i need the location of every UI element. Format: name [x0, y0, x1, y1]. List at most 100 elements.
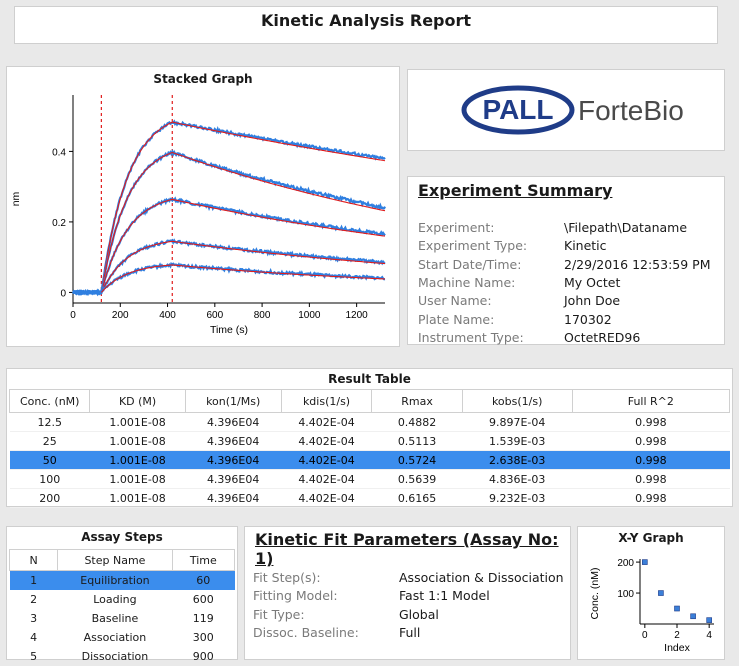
result-cell: 12.5	[9, 412, 90, 432]
assay-cell: 60	[172, 570, 235, 590]
xy-graph-title: X-Y Graph	[618, 531, 684, 545]
assay-steps-panel: Assay Steps N Step Name Time 1 Equilibratio…	[6, 526, 238, 663]
result-cell: 0.4882	[371, 412, 463, 432]
result-cell: 0.5724	[371, 450, 463, 470]
fit-curve	[100, 151, 386, 293]
summary-label: Instrument Type:	[418, 329, 524, 345]
assay-column-header[interactable]: N	[8, 549, 59, 571]
x-tick-label: 600	[206, 310, 223, 321]
result-column-header[interactable]: kdis(1/s)	[280, 389, 373, 413]
assay-cell: Loading	[93, 593, 137, 606]
y-axis-label: Conc. (nM)	[589, 568, 601, 620]
assay-row[interactable]: 2 Loading 600	[10, 590, 235, 609]
result-cell: 2.638E-03	[462, 450, 573, 470]
result-column-header[interactable]: Rmax	[371, 389, 463, 413]
experiment-summary-title: Experiment Summary	[418, 181, 613, 200]
result-cell: 100	[9, 469, 90, 489]
result-column-header[interactable]: kon(1/Ms)	[184, 389, 282, 413]
result-row[interactable]: 50 1.001E-08 4.396E04 4.402E-04 0.5724 2.638E…	[9, 450, 730, 470]
assay-column-header[interactable]: Time	[171, 549, 236, 571]
result-cell: 4.396E04	[185, 488, 282, 508]
assay-steps-title: Assay Steps	[81, 530, 163, 544]
x-tick-label: 0	[642, 630, 648, 641]
result-table-title: Result Table	[328, 372, 411, 386]
result-cell: 4.836E-03	[462, 469, 573, 489]
data-point	[674, 605, 680, 612]
x-tick-label: 800	[254, 310, 271, 321]
assay-cell: 300	[192, 631, 214, 644]
pall-fortebio-logo: PALL ForteBio	[461, 85, 684, 135]
result-cell: 4.396E04	[185, 412, 282, 432]
assay-cell: 600	[192, 593, 214, 606]
result-column-header[interactable]: Full R^2	[571, 389, 731, 413]
assay-column-header[interactable]: Step Name	[57, 549, 173, 571]
summary-value: \Filepath\Dataname	[564, 220, 688, 235]
result-column-header[interactable]: KD (M)	[89, 389, 186, 413]
result-cell: 9.897E-04	[462, 412, 573, 432]
experiment-summary-panel: Experiment Summary Experiment: \Filepath\…	[407, 176, 725, 345]
x-tick-label: 1000	[298, 310, 321, 321]
result-cell: 4.396E04	[185, 469, 282, 489]
result-cell: 4.402E-04	[281, 412, 372, 432]
stacked-graph-title: Stacked Graph	[153, 72, 253, 86]
report-title-panel: Kinetic Analysis Report	[14, 6, 718, 44]
result-column-header[interactable]: kobs(1/s)	[461, 389, 573, 413]
fit-param-value: Fast 1:1 Model	[399, 588, 490, 604]
summary-value: 170302	[564, 311, 612, 327]
result-cell: 1.001E-08	[89, 450, 186, 470]
result-cell: 50	[9, 450, 90, 470]
result-table[interactable]: Conc. (nM) KD (M) kon(1/Ms) kdis(1/s) Rmax ko…	[8, 389, 731, 508]
result-row[interactable]: 25 1.001E-08 4.396E04 4.402E-04 0.5113 1.539E…	[9, 431, 730, 451]
assay-steps-table[interactable]: N Step Name Time 1 Equilibration 60 2 Loading 6…	[8, 549, 236, 666]
summary-label: User Name:	[418, 293, 492, 309]
summary-value: John Doe	[564, 293, 621, 309]
result-cell: 200	[9, 488, 90, 508]
result-row[interactable]: 200 1.001E-08 4.396E04 4.402E-04 0.6165 9.232…	[9, 488, 730, 508]
result-column-header[interactable]: Conc. (nM)	[8, 389, 91, 413]
x-tick-label: 0	[70, 310, 76, 321]
fit-param-value: Association & Dissociation	[399, 570, 564, 585]
x-axis-label: Index	[664, 642, 690, 654]
summary-label: Experiment Type:	[418, 238, 528, 254]
assay-cell: Equilibration	[57, 570, 173, 590]
data-point	[706, 617, 712, 623]
fit-param-value: Global	[399, 606, 439, 622]
assay-row[interactable]: 5 Dissociation 900	[10, 647, 235, 666]
result-row[interactable]: 100 1.001E-08 4.396E04 4.402E-04 0.5639 4.836…	[9, 469, 730, 489]
result-cell: 25	[9, 431, 90, 451]
assay-cell: 119	[192, 612, 214, 625]
logo-panel: PALL ForteBio	[407, 69, 725, 151]
result-cell: 0.998	[572, 488, 730, 508]
data-point	[690, 613, 696, 620]
raw-data-series	[72, 261, 386, 297]
fit-curve	[100, 121, 386, 293]
y-tick-label: 0	[60, 288, 66, 299]
kinetic-fit-title: Kinetic Fit Parameters (Assay No: 1)	[255, 530, 559, 568]
report-title: Kinetic Analysis Report	[260, 11, 472, 30]
result-cell: 0.6165	[371, 488, 463, 508]
fit-curve	[100, 240, 386, 293]
y-axis-label: nm	[10, 191, 22, 206]
summary-label: Experiment:	[418, 220, 495, 235]
x-tick-label: 200	[112, 310, 129, 321]
assay-row[interactable]: 4 Association 300	[10, 628, 235, 647]
assay-row[interactable]: 1 Equilibration 60	[9, 570, 235, 590]
kinetic-fit-panel: Kinetic Fit Parameters (Assay No: 1) Fit…	[244, 526, 571, 660]
fit-param-label: Fitting Model:	[253, 588, 338, 604]
result-cell: 1.001E-08	[89, 431, 186, 451]
result-cell: 4.402E-04	[281, 488, 372, 508]
assay-cell: Dissociation	[81, 650, 149, 663]
assay-row[interactable]: 3 Baseline 119	[10, 609, 235, 628]
result-cell: 9.232E-03	[462, 488, 573, 508]
summary-label: Plate Name:	[418, 311, 495, 327]
y-tick-label: 0.2	[52, 218, 66, 229]
assay-cell: Baseline	[91, 612, 139, 625]
x-axis-label: Time (s)	[210, 324, 248, 336]
fit-param-value: Full	[399, 624, 421, 640]
fit-curve	[100, 264, 386, 293]
assay-cell: Association	[83, 631, 147, 644]
assay-cell: 2	[30, 593, 38, 606]
result-cell: 1.001E-08	[89, 412, 186, 432]
result-row[interactable]: 12.5 1.001E-08 4.396E04 4.402E-04 0.4882 9.89…	[9, 412, 730, 432]
summary-value: OctetRED96	[564, 329, 641, 345]
